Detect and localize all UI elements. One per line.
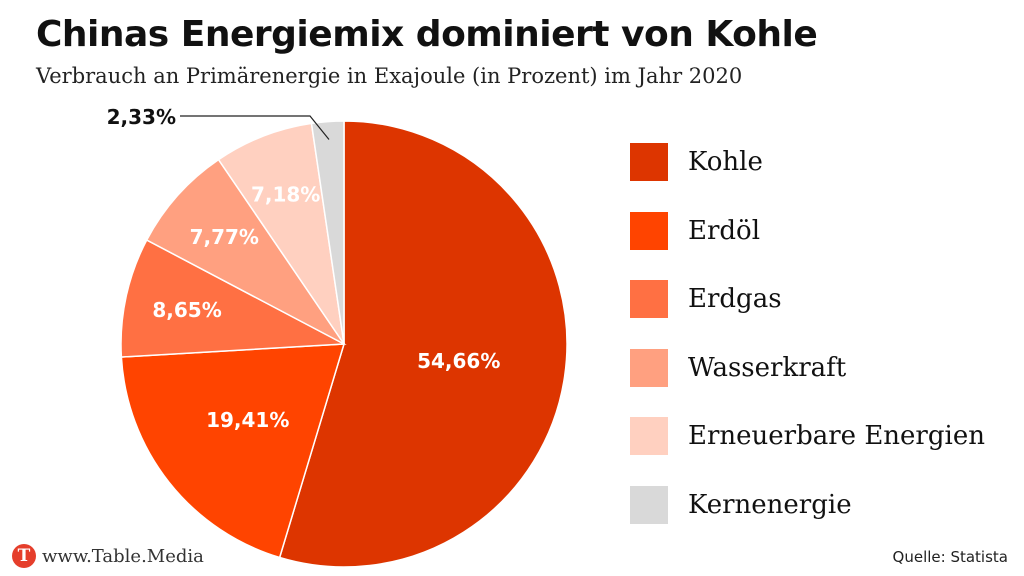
pie-slice-kernenergie bbox=[310, 120, 345, 345]
pie-slice-erdgas bbox=[120, 239, 347, 358]
pie-slice-erdöl bbox=[120, 343, 346, 559]
legend-swatch bbox=[630, 143, 668, 182]
leader-line bbox=[180, 115, 330, 140]
site-link[interactable]: www.Table.Media bbox=[42, 545, 204, 567]
legend-swatch bbox=[630, 211, 668, 250]
slice-label: 8,65% bbox=[152, 298, 221, 322]
slice-label: 7,18% bbox=[251, 182, 320, 206]
legend-label: Kernenergie bbox=[688, 489, 852, 520]
legend-label: Erdgas bbox=[688, 284, 782, 315]
legend: Kohle Erdöl Erdgas Wasserkraft Erneuerbare E… bbox=[630, 128, 985, 539]
pie-slice-wasserkraft bbox=[145, 158, 345, 345]
legend-swatch bbox=[630, 348, 668, 387]
slice-label: 2,33% bbox=[107, 105, 176, 129]
pie-slice-erneuerbare-energien bbox=[217, 122, 345, 345]
chart-subtitle: Verbrauch an Primärenergie in Exajoule (… bbox=[36, 64, 743, 88]
source-note: Quelle: Statista bbox=[892, 548, 1008, 566]
legend-label: Erdöl bbox=[688, 215, 761, 246]
legend-item: Erdöl bbox=[630, 197, 985, 266]
legend-item: Erdgas bbox=[630, 265, 985, 334]
legend-swatch bbox=[630, 280, 668, 319]
legend-label: Kohle bbox=[688, 147, 763, 178]
legend-item: Erneuerbare Energien bbox=[630, 402, 985, 471]
pie-slice-kohle bbox=[278, 120, 568, 568]
slice-label: 54,66% bbox=[417, 349, 500, 373]
legend-label: Erneuerbare Energien bbox=[688, 421, 985, 452]
footer-brand: T www.Table.Media bbox=[12, 544, 204, 568]
legend-item: Wasserkraft bbox=[630, 334, 985, 403]
legend-label: Wasserkraft bbox=[688, 352, 847, 383]
chart-title: Chinas Energiemix dominiert von Kohle bbox=[36, 14, 818, 55]
legend-item: Kernenergie bbox=[630, 471, 985, 540]
slice-label: 19,41% bbox=[206, 408, 289, 432]
legend-swatch bbox=[630, 417, 668, 456]
table-media-logo-icon: T bbox=[12, 544, 36, 568]
legend-swatch bbox=[630, 485, 668, 524]
slice-label: 7,77% bbox=[190, 225, 259, 249]
legend-item: Kohle bbox=[630, 128, 985, 197]
